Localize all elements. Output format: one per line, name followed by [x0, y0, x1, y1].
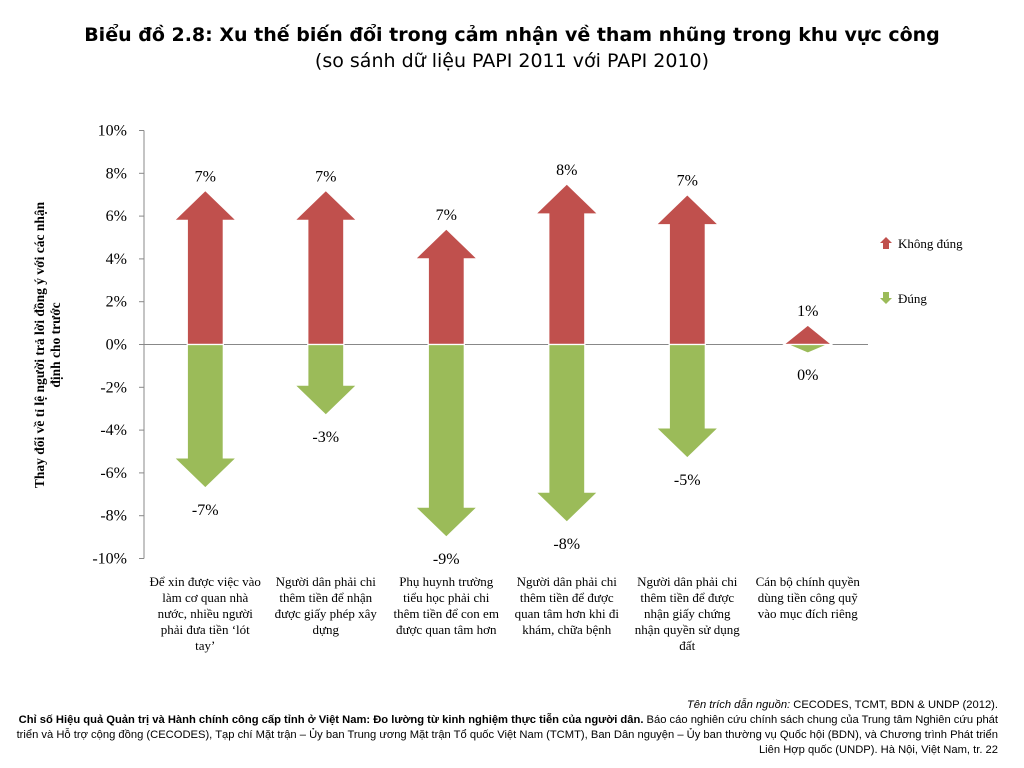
- y-tick-label: -6%: [100, 465, 127, 482]
- legend-up-arrow-icon: [880, 237, 892, 249]
- data-label-khong-dung: 7%: [315, 168, 336, 185]
- category-label: Để xin được việc vào làm cơ quan nhà nướ…: [149, 574, 261, 653]
- data-label-khong-dung: 1%: [797, 303, 818, 320]
- category-label: Phụ huynh trường tiểu học phải chi thêm …: [393, 574, 499, 637]
- data-label-dung: -7%: [192, 502, 219, 519]
- down-arrow-dung: [654, 343, 720, 459]
- y-axis-label: Thay đổi về tỉ lệ người trả lời đồng ý v…: [32, 201, 63, 489]
- category-label: Người dân phải chi thêm tiền để được qua…: [514, 574, 619, 637]
- y-axis-label-box: Thay đổi về tỉ lệ người trả lời đồng ý v…: [8, 200, 88, 490]
- down-arrow-dung: [293, 343, 359, 416]
- data-label-dung: -5%: [674, 472, 701, 489]
- data-label-khong-dung: 8%: [556, 162, 577, 179]
- down-arrow-dung: [534, 343, 600, 523]
- chart-subtitle: (so sánh dữ liệu PAPI 2011 với PAPI 2010…: [314, 50, 710, 72]
- chart-title: Biểu đồ 2.8: Xu thế biến đổi trong cảm n…: [84, 24, 940, 46]
- y-tick-label: 8%: [106, 165, 127, 182]
- source-citation-label: Tên trích dẫn nguồn:: [686, 699, 791, 711]
- up-arrow-khong-dung: [172, 189, 238, 346]
- data-label-khong-dung: 7%: [195, 168, 216, 185]
- data-label-dung: -3%: [312, 429, 339, 446]
- y-tick-label: -2%: [100, 379, 127, 396]
- y-tick-label: -4%: [100, 422, 127, 439]
- legend-down-arrow-icon: [880, 292, 892, 304]
- legend-item-khong-dung: Không đúng: [880, 236, 963, 252]
- up-arrow-khong-dung: [654, 193, 720, 346]
- legend-label-khong-dung: Không đúng: [898, 236, 963, 251]
- y-tick-label: 10%: [98, 123, 127, 140]
- y-tick-label: 6%: [106, 208, 127, 225]
- down-arrow-dung: [172, 343, 238, 489]
- data-label-dung: 0%: [797, 367, 818, 384]
- data-label-dung: -8%: [553, 536, 580, 553]
- legend-item-dung: Đúng: [880, 291, 927, 307]
- source-report-description: Báo cáo nghiên cứu chính sách chung của …: [16, 714, 998, 756]
- source-citation-authors: CECODES, TCMT, BDN & UNDP (2012).: [790, 699, 998, 711]
- down-arrow-dung: [787, 343, 829, 354]
- category-label: Cán bộ chính quyền dùng tiền công quỹ và…: [755, 574, 860, 621]
- up-arrow-khong-dung: [413, 228, 479, 346]
- y-tick-label: -8%: [100, 508, 127, 525]
- data-label-khong-dung: 7%: [677, 173, 698, 190]
- data-label-khong-dung: 7%: [436, 207, 457, 224]
- y-tick-label: -10%: [92, 551, 127, 568]
- source-report-title: Chỉ số Hiệu quả Quản trị và Hành chính c…: [18, 714, 644, 726]
- y-tick-label: 4%: [106, 251, 127, 268]
- category-label: Người dân phải chi thêm tiền để được nhậ…: [634, 574, 740, 653]
- up-arrow-khong-dung: [782, 324, 834, 346]
- category-label: Người dân phải chi thêm tiền để nhận đượ…: [274, 574, 377, 637]
- y-tick-label: 0%: [106, 337, 127, 354]
- up-arrow-khong-dung: [534, 183, 600, 346]
- source-citation-line2: Chỉ số Hiệu quả Quản trị và Hành chính c…: [8, 713, 998, 758]
- down-arrow-dung: [413, 343, 479, 538]
- data-label-dung: -9%: [433, 551, 460, 568]
- up-arrow-khong-dung: [293, 189, 359, 346]
- source-citation-line1: Tên trích dẫn nguồn: CECODES, TCMT, BDN …: [8, 698, 998, 713]
- legend-label-dung: Đúng: [898, 291, 927, 306]
- y-tick-label: 2%: [106, 294, 127, 311]
